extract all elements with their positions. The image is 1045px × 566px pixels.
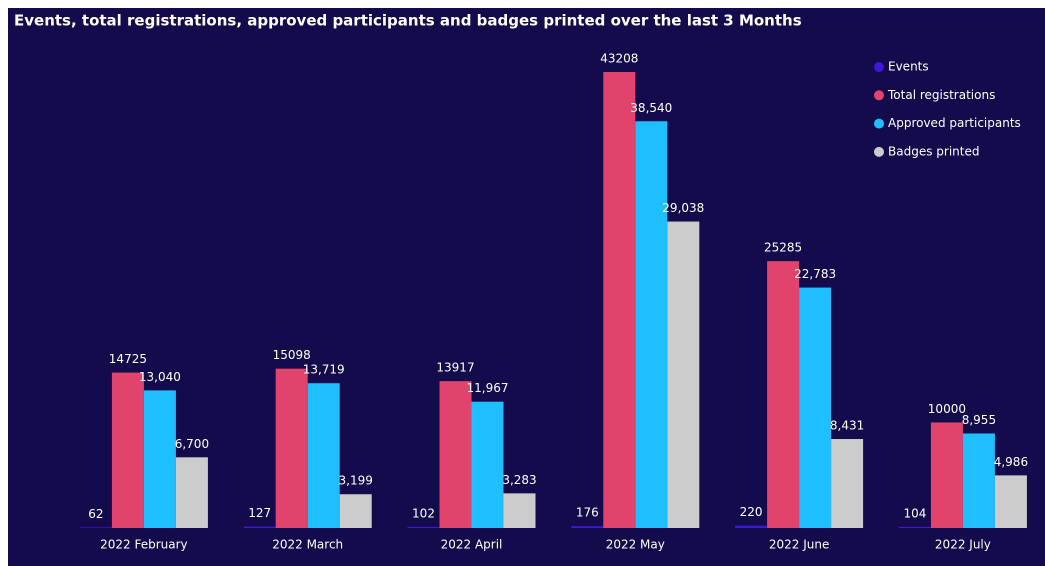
data-label: 3,283 — [502, 473, 536, 487]
x-tick-label: 2022 April — [441, 538, 503, 552]
bar — [275, 368, 308, 528]
legend-marker — [874, 146, 884, 157]
bar — [439, 381, 472, 528]
bar — [603, 72, 636, 528]
data-label: 25285 — [764, 241, 802, 255]
bar — [898, 526, 931, 528]
data-label: 102 — [412, 506, 435, 520]
data-label: 8,955 — [962, 413, 996, 427]
bar — [175, 457, 208, 528]
bar — [407, 526, 440, 528]
x-tick-label: 2022 March — [272, 538, 343, 552]
x-tick-label: 2022 June — [769, 538, 830, 552]
data-label: 14725 — [109, 352, 147, 366]
bar — [503, 493, 536, 528]
legend-marker — [874, 62, 884, 72]
data-label: 13,719 — [303, 363, 345, 377]
data-label: 127 — [248, 506, 271, 520]
data-label: 3,199 — [339, 474, 373, 488]
bar — [339, 494, 372, 528]
bar — [471, 401, 504, 528]
data-label: 6,700 — [175, 437, 209, 451]
legend-label: Approved participants — [888, 116, 1021, 130]
data-label: 38,540 — [630, 101, 672, 115]
data-label: 220 — [740, 505, 763, 519]
bar — [111, 372, 144, 528]
bar — [571, 526, 604, 528]
bar — [767, 261, 800, 528]
data-label: 15098 — [273, 348, 311, 362]
data-label: 13917 — [436, 361, 474, 375]
legend-marker — [874, 118, 884, 129]
bar — [243, 526, 276, 528]
data-label: 43208 — [600, 52, 638, 66]
bar — [930, 422, 963, 528]
legend-label: Badges printed — [888, 144, 979, 158]
bar — [79, 527, 112, 528]
data-label: 29,038 — [662, 201, 704, 215]
data-label: 8,431 — [830, 419, 864, 433]
x-tick-label: 2022 May — [606, 538, 665, 552]
bar — [307, 383, 340, 528]
x-tick-label: 2022 July — [935, 538, 991, 552]
bar — [735, 525, 768, 528]
data-label: 11,967 — [467, 381, 509, 395]
legend-marker — [874, 90, 884, 101]
legend-label: Events — [888, 60, 929, 74]
bar — [143, 390, 176, 528]
data-label: 104 — [903, 506, 926, 520]
x-tick-label: 2022 February — [100, 538, 188, 552]
chart-title: Events, total registrations, approved pa… — [14, 12, 802, 30]
bar — [994, 475, 1027, 528]
data-label: 62 — [88, 507, 103, 521]
data-label: 10000 — [928, 402, 966, 416]
bar — [831, 439, 864, 528]
data-label: 22,783 — [794, 267, 836, 281]
bar — [635, 121, 668, 528]
data-label: 4,986 — [994, 455, 1028, 469]
bar — [962, 433, 995, 528]
legend-label: Total registrations — [887, 88, 995, 102]
data-label: 13,040 — [139, 370, 181, 384]
bar — [667, 221, 700, 528]
data-label: 176 — [576, 506, 599, 520]
bar — [799, 287, 832, 528]
